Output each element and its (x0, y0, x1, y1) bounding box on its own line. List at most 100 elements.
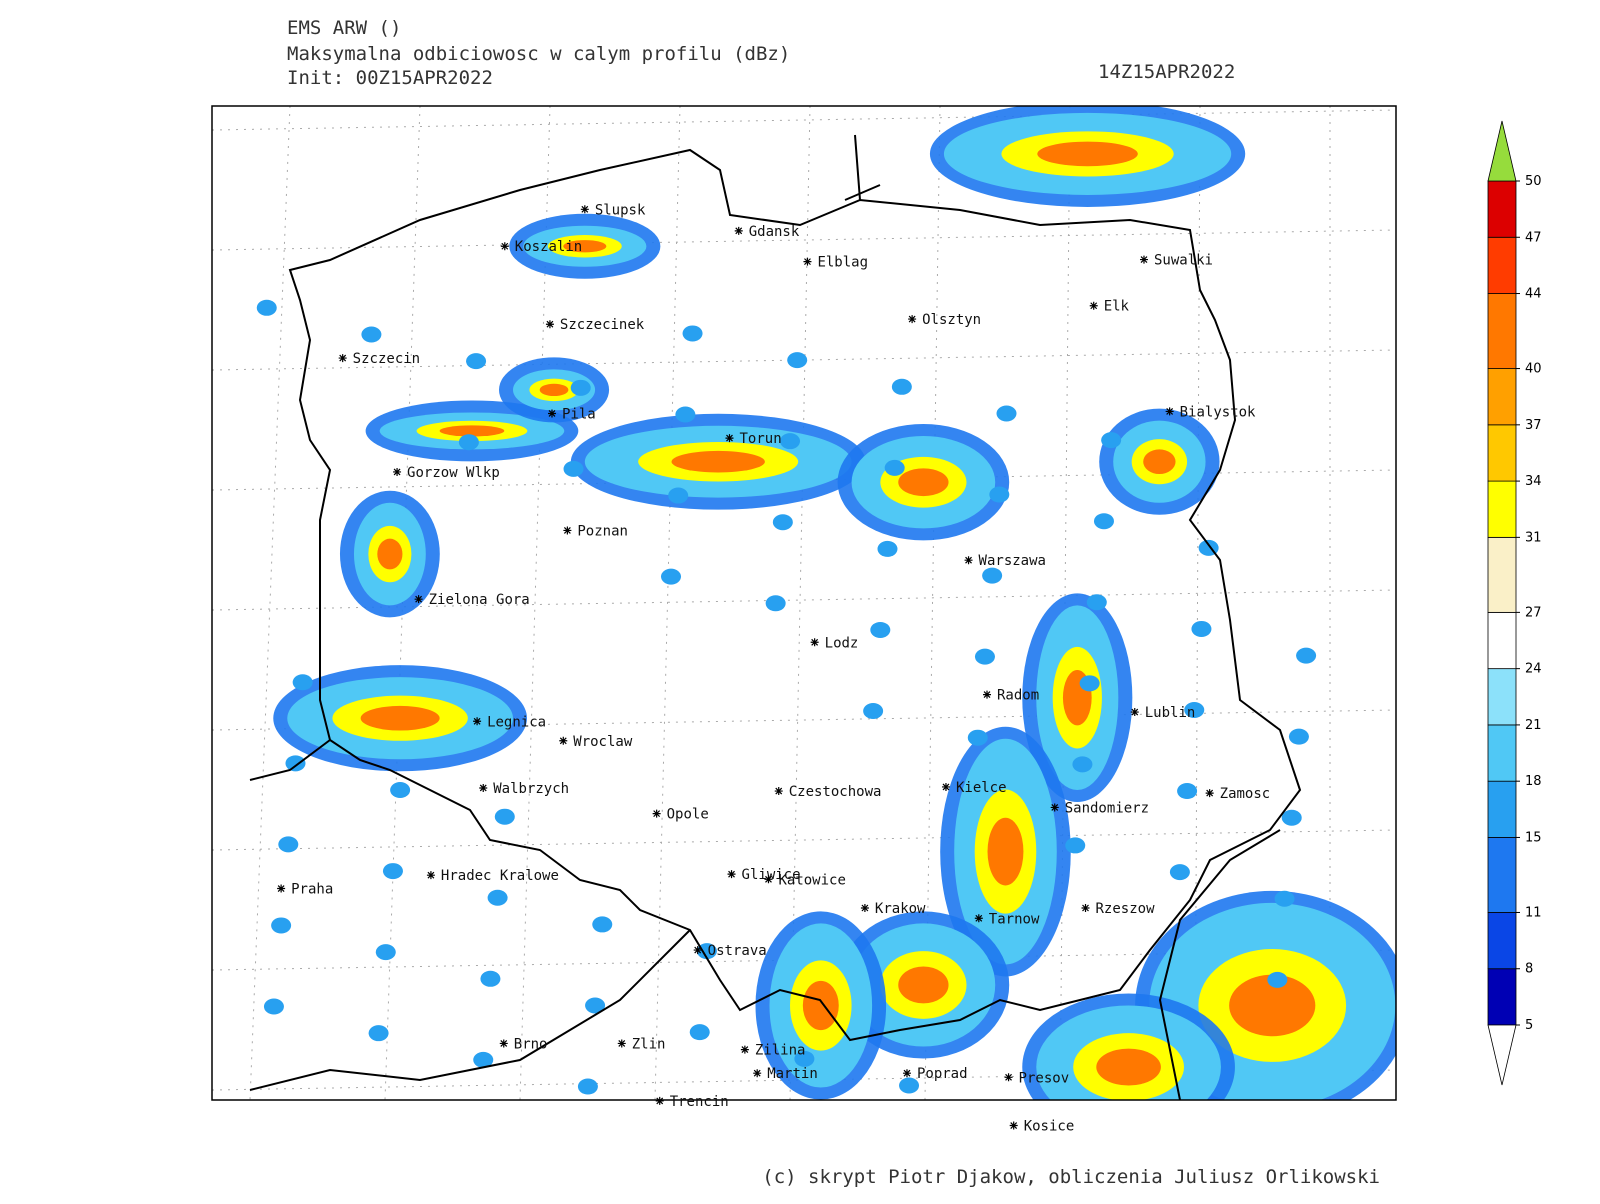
echo (974, 648, 995, 665)
city-label: Warszawa (979, 553, 1046, 569)
echo (870, 621, 891, 638)
city-label: Sandomierz (1065, 800, 1149, 816)
echo (794, 1050, 815, 1067)
city-marker (693, 946, 702, 955)
colorbar-label: 34 (1525, 474, 1542, 489)
echo (473, 1051, 494, 1068)
echo (1037, 141, 1138, 167)
echo (570, 379, 591, 396)
graticule (212, 709, 1396, 731)
colorbar-label: 11 (1525, 905, 1542, 920)
city-marker (734, 226, 743, 235)
city-label: Praha (291, 882, 333, 898)
echo (765, 595, 786, 612)
echo (563, 460, 584, 477)
echo (891, 378, 912, 395)
echo (989, 486, 1010, 503)
colorbar-segment (1487, 668, 1517, 726)
echo (1079, 675, 1100, 692)
echo (487, 889, 508, 906)
echo (967, 729, 988, 746)
colorbar-segment (1487, 180, 1517, 238)
city-label: Legnica (487, 714, 546, 730)
colorbar-segment (1487, 968, 1517, 1026)
city-label: Zlin (632, 1036, 666, 1052)
echo (671, 450, 765, 473)
colorbar-label: 18 (1525, 774, 1542, 789)
city-marker (902, 1069, 911, 1078)
echo (1072, 756, 1093, 773)
echo (987, 817, 1024, 886)
city-label: Lodz (825, 635, 859, 651)
echo (982, 567, 1003, 584)
colorbar-label: 5 (1525, 1018, 1533, 1033)
echo (256, 299, 277, 316)
city-label: Kielce (956, 780, 1007, 796)
city-label: Presov (1019, 1070, 1070, 1086)
echo (899, 1077, 920, 1094)
echo (996, 405, 1017, 422)
graticule (212, 109, 1396, 131)
graticule (249, 106, 291, 1100)
city-marker (655, 1096, 664, 1105)
city-marker (580, 205, 589, 214)
echo (271, 917, 292, 934)
colorbar-segment (1487, 724, 1517, 782)
echo (1093, 513, 1114, 530)
echo (696, 943, 717, 960)
borders (249, 134, 1302, 1100)
city-label: Elblag (817, 255, 868, 271)
city-marker (727, 870, 736, 879)
city-marker (1139, 255, 1148, 264)
city-marker (908, 315, 917, 324)
colorbar-label: 27 (1525, 605, 1542, 620)
reflectivity-field (212, 106, 1396, 1100)
echo (682, 325, 703, 342)
colorbar-label: 40 (1525, 362, 1542, 377)
city-label: Elk (1104, 299, 1130, 315)
city-label: Trencin (670, 1094, 729, 1110)
echo (278, 836, 299, 853)
echo (382, 863, 403, 880)
echo (1267, 971, 1288, 988)
city-label: Szczecinek (560, 317, 645, 333)
colorbar-label: 44 (1525, 287, 1542, 302)
echo (361, 326, 382, 343)
city-label: Slupsk (595, 202, 646, 218)
colorbar-label: 37 (1525, 418, 1542, 433)
city-label: Olsztyn (922, 312, 981, 328)
city-label: Bialystok (1180, 404, 1256, 420)
graticule (654, 106, 681, 1100)
echo (1143, 449, 1176, 475)
city-marker (545, 320, 554, 329)
echo (439, 425, 505, 437)
city-marker (753, 1069, 762, 1078)
echo (898, 966, 949, 1004)
colorbar-label: 24 (1525, 662, 1542, 677)
init-time: Init: 00Z15APR2022 (287, 67, 493, 89)
city-marker (1130, 708, 1139, 717)
product-title: Maksymalna odbiciowosc w calym profilu (… (287, 43, 790, 65)
city-marker (547, 409, 556, 418)
city-marker (426, 871, 435, 880)
colorbar: 5 8 11 15 18 21 24 27 31 34 37 40 44 47 50 (1487, 120, 1542, 1086)
city-marker (941, 782, 950, 791)
city-label: Rzeszow (1096, 901, 1156, 917)
city-marker (964, 556, 973, 565)
echo (1177, 783, 1198, 800)
echo (458, 434, 479, 451)
echo (772, 514, 793, 531)
echo (360, 705, 440, 731)
city-marker (1009, 1121, 1018, 1130)
echo (480, 970, 501, 987)
city-label: Suwalki (1154, 253, 1213, 269)
echo (1229, 974, 1316, 1037)
city-marker (1050, 803, 1059, 812)
echo (563, 240, 607, 253)
colorbar-segment (1487, 480, 1517, 538)
city-label: Poznan (577, 523, 628, 539)
echo (661, 568, 682, 585)
city-marker (473, 717, 482, 726)
graticule (924, 106, 941, 1100)
colorbar-segment (1487, 236, 1517, 294)
